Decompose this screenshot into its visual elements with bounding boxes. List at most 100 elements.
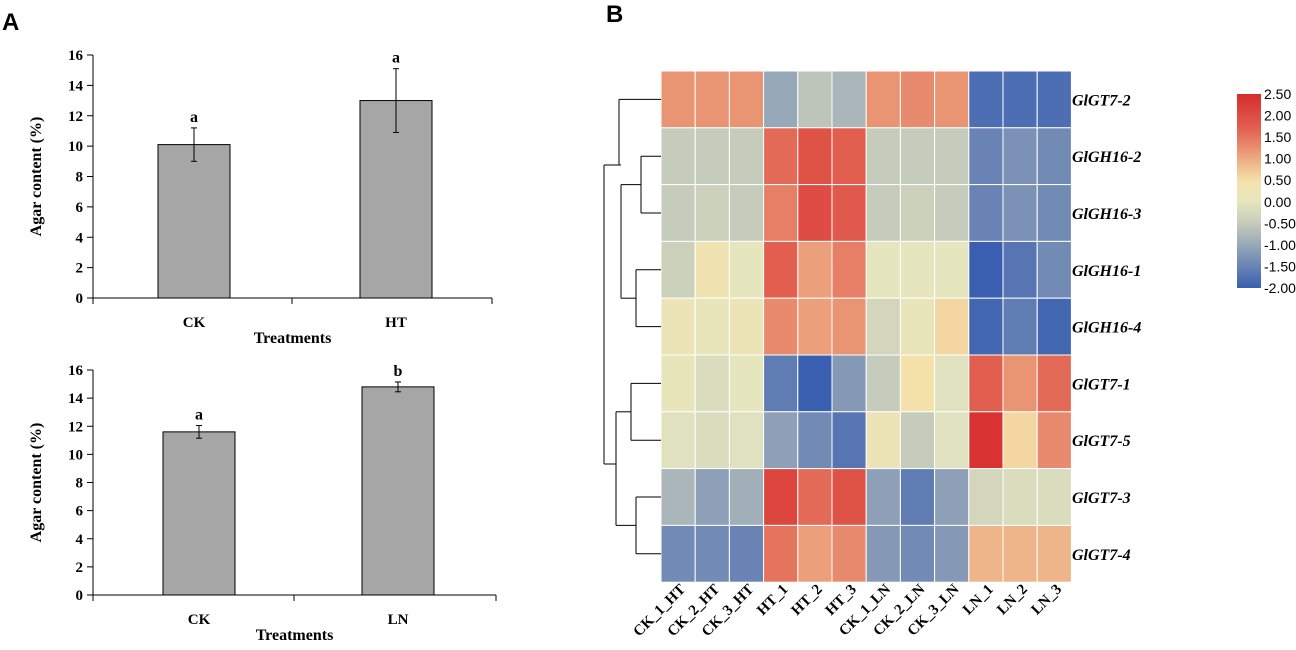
heatmap-cell [865,70,901,129]
heatmap-cell [968,240,1004,299]
heatmap-cell [865,297,901,356]
heatmap-cell [728,354,765,413]
heatmap-cell [728,411,765,470]
heatmap-cell [831,184,867,242]
heatmap-cell [763,127,799,186]
heatmap-cell [728,297,765,356]
heatmap-cell [899,411,936,470]
heatmap-cell [968,411,1004,470]
y-tick-label: 14 [68,391,84,407]
heatmap-cell [1036,127,1072,186]
heatmap-cell [763,411,799,470]
heatmap-cell [831,411,867,470]
heatmap-cell [694,184,730,242]
x-tick-label: HT [385,315,407,331]
heatmap-cell [797,411,833,470]
y-tick-label: 12 [68,419,83,435]
y-tick-label: 4 [76,532,84,548]
heatmap-cell [831,127,867,186]
heatmap-cell [968,524,1004,583]
heatmap-cell [831,70,867,129]
heatmap-cell [763,240,799,299]
y-tick-label: 16 [68,48,84,64]
heatmap-cell [694,468,730,526]
heatmap-cell [865,127,901,186]
y-tick-label: 8 [76,170,84,186]
heatmap-cell [1002,240,1038,299]
heatmap-cell [694,240,730,299]
heatmap-cell [968,184,1004,242]
heatmap-cell [763,354,799,413]
heatmap-cell [831,240,867,299]
heatmap-cell [865,240,901,299]
y-tick-label: 12 [68,109,83,125]
heatmap-cell [1002,468,1038,526]
heatmap-cell [728,127,765,186]
heatmap-cell [1036,184,1072,242]
heatmap-cell [1002,127,1038,186]
heatmap-cell [831,297,867,356]
colorbar-label: 1.00 [1264,151,1291,167]
colorbar-label: 2.00 [1264,108,1291,124]
heatmap-cell [968,127,1004,186]
y-tick-label: 10 [68,139,83,155]
heatmap-cell [797,184,833,242]
x-axis-title: Treatments [256,627,334,644]
heatmap-cell [831,354,867,413]
heatmap-cell [934,354,970,413]
y-tick-label: 0 [76,588,84,604]
heatmap-cell [660,524,696,583]
heatmap-cell [899,354,936,413]
significance-letter: a [190,109,198,126]
x-tick-label: CK [188,612,211,628]
column-label: HT_1 [754,582,791,619]
heatmap-cell [934,240,970,299]
colorbar-label: 0.00 [1264,194,1291,210]
heatmap-cell [1002,184,1038,242]
heatmap-cell [865,468,901,526]
y-tick-label: 2 [76,560,84,576]
y-tick-label: 14 [68,78,84,94]
heatmap-cell [1036,468,1072,526]
heatmap-cell [763,468,799,526]
heatmap-cell [899,297,936,356]
y-tick-label: 0 [76,291,84,307]
heatmap-cell [763,524,799,583]
colorbar [1237,94,1261,288]
column-label: HT_2 [788,582,825,619]
heatmap-cell [934,184,970,242]
heatmap-cell [934,411,970,470]
colorbar-label: -0.50 [1264,215,1296,231]
heatmap-cell [797,524,833,583]
heatmap-cell [1036,354,1072,413]
heatmap-cell [865,524,901,583]
row-label-gene: GlGT7-1 [1072,376,1131,393]
row-label-gene: GlGT7-5 [1072,433,1131,450]
heatmap-cell [934,297,970,356]
heatmap-cell [934,468,970,526]
y-tick-label: 6 [76,200,84,216]
heatmap-cell [694,524,730,583]
heatmap-cell [968,354,1004,413]
heatmap-cell [797,127,833,186]
heatmap-cell [694,297,730,356]
heatmap-cell [797,240,833,299]
heatmap-cell [934,524,970,583]
heatmap-cell [968,70,1004,129]
colorbar-label: 2.50 [1264,86,1291,102]
heatmap-cell [797,297,833,356]
row-label-gene: GlGH16-3 [1072,206,1141,223]
x-tick-label: LN [388,612,409,628]
heatmap-cell [660,127,696,186]
heatmap-gene-expression: GlGT7-2 GlGH16-2 GlGH16-3 GlGH16-1 GlGH16-4 G… [603,70,1296,640]
heatmap-cell [1002,411,1038,470]
heatmap-cell [831,524,867,583]
heatmap-cell [660,70,696,129]
heatmap-cell [899,184,936,242]
bar-ck [162,431,236,596]
row-label-gene: GlGT7-2 [1072,92,1131,109]
y-axis-title: Agar content (%) [28,423,45,543]
column-label: LN_1 [960,582,997,619]
heatmap-cell [968,297,1004,356]
